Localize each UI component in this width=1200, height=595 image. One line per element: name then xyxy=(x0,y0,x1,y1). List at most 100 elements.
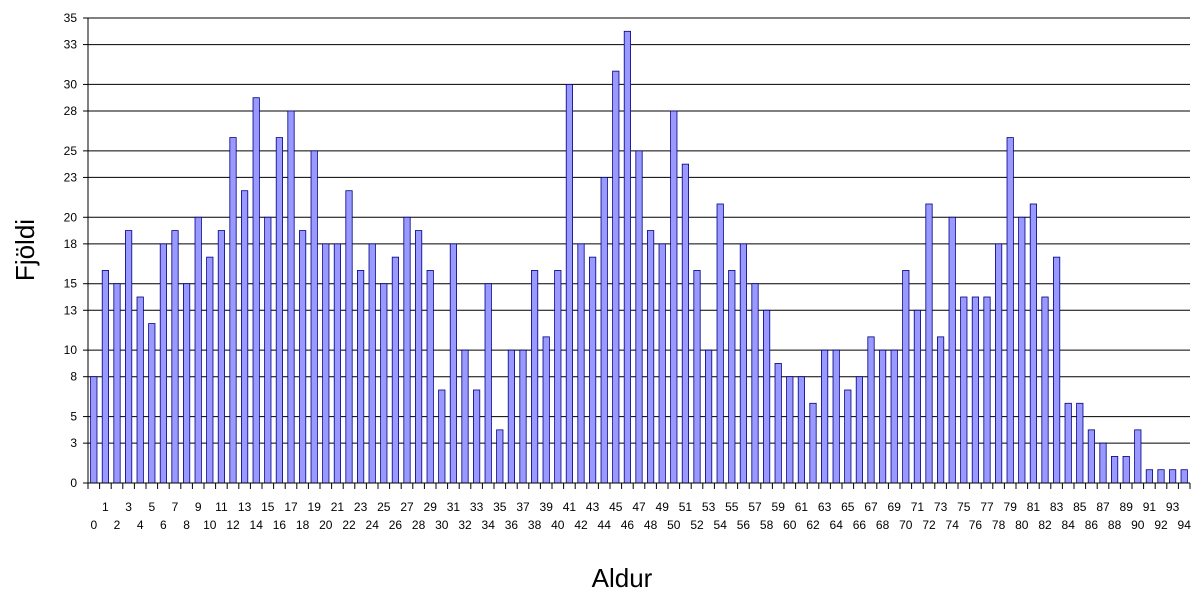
x-tick-label: 39 xyxy=(540,500,554,514)
x-tick-label: 86 xyxy=(1085,518,1099,532)
y-tick-label: 35 xyxy=(64,11,78,25)
x-tick-label: 36 xyxy=(505,518,519,532)
bar-88 xyxy=(1111,456,1119,484)
bar-57 xyxy=(751,283,759,484)
x-tick-label: 82 xyxy=(1038,518,1052,532)
bar-42 xyxy=(577,243,585,484)
x-tick-label: 78 xyxy=(992,518,1006,532)
x-tick-label: 25 xyxy=(377,500,391,514)
x-tick-label: 15 xyxy=(261,500,275,514)
x-tick-label: 68 xyxy=(876,518,890,532)
x-tick-label: 80 xyxy=(1015,518,1029,532)
x-tick-label: 52 xyxy=(690,518,704,532)
bar-79 xyxy=(1006,137,1014,484)
bar-9 xyxy=(194,216,202,484)
x-tick-label: 44 xyxy=(598,518,612,532)
bar-87 xyxy=(1099,442,1107,484)
x-tick-label: 85 xyxy=(1073,500,1087,514)
bar-77 xyxy=(983,296,991,484)
bar-70 xyxy=(902,270,910,484)
bar-73 xyxy=(937,336,945,484)
y-tick-label: 13 xyxy=(64,303,78,317)
x-tick-labels: 0123456789101112131415161718192021222324… xyxy=(90,500,1191,532)
bar-7 xyxy=(171,230,179,484)
bar-33 xyxy=(473,389,481,484)
x-tick-label: 58 xyxy=(760,518,774,532)
x-tick-label: 88 xyxy=(1108,518,1122,532)
bar-15 xyxy=(264,216,272,484)
x-tick-label: 33 xyxy=(470,500,484,514)
bar-52 xyxy=(693,270,701,484)
x-tick-label: 40 xyxy=(551,518,565,532)
bar-4 xyxy=(136,296,144,484)
y-axis-title: Fjöldi xyxy=(10,219,40,281)
x-tick-label: 46 xyxy=(621,518,635,532)
x-tick-label: 26 xyxy=(389,518,403,532)
x-tick-label: 17 xyxy=(284,500,298,514)
x-tick-label: 3 xyxy=(125,500,132,514)
x-tick-label: 31 xyxy=(447,500,461,514)
x-tick-label: 7 xyxy=(172,500,179,514)
x-tick-label: 72 xyxy=(922,518,936,532)
y-tick-label: 10 xyxy=(64,343,78,357)
bar-35 xyxy=(496,429,504,484)
x-tick-label: 43 xyxy=(586,500,600,514)
bar-5 xyxy=(148,323,156,484)
bar-91 xyxy=(1145,469,1153,484)
bar-1 xyxy=(101,270,109,484)
axes xyxy=(83,17,1191,489)
bar-28 xyxy=(415,230,423,484)
x-tick-label: 48 xyxy=(644,518,658,532)
bar-12 xyxy=(229,137,237,484)
bar-84 xyxy=(1064,402,1072,484)
bar-17 xyxy=(287,110,295,484)
bar-89 xyxy=(1122,456,1130,484)
bar-69 xyxy=(890,349,898,484)
x-tick-label: 1 xyxy=(102,500,109,514)
bar-11 xyxy=(217,230,225,484)
bar-93 xyxy=(1169,469,1177,484)
x-tick-label: 79 xyxy=(1004,500,1018,514)
bar-0 xyxy=(90,376,98,484)
x-tick-label: 10 xyxy=(203,518,217,532)
bar-83 xyxy=(1053,256,1061,484)
bar-32 xyxy=(461,349,469,484)
bar-94 xyxy=(1180,469,1188,484)
x-tick-label: 20 xyxy=(319,518,333,532)
bar-65 xyxy=(844,389,852,484)
bar-44 xyxy=(600,177,608,484)
bar-25 xyxy=(380,283,388,484)
bar-24 xyxy=(368,243,376,484)
x-tick-label: 61 xyxy=(795,500,809,514)
y-tick-label: 28 xyxy=(64,104,78,118)
x-tick-label: 35 xyxy=(493,500,507,514)
bar-71 xyxy=(913,309,921,484)
bar-20 xyxy=(322,243,330,484)
bar-75 xyxy=(960,296,968,484)
y-tick-label: 3 xyxy=(70,436,77,450)
x-tick-label: 90 xyxy=(1131,518,1145,532)
bar-29 xyxy=(426,270,434,484)
y-tick-label: 25 xyxy=(64,144,78,158)
bar-68 xyxy=(879,349,887,484)
y-tick-label: 33 xyxy=(64,38,78,52)
x-tick-label: 87 xyxy=(1096,500,1110,514)
x-tick-label: 38 xyxy=(528,518,542,532)
bar-18 xyxy=(299,230,307,484)
bars xyxy=(90,30,1188,484)
bar-37 xyxy=(519,349,527,484)
x-tick-label: 65 xyxy=(841,500,855,514)
y-tick-label: 20 xyxy=(64,210,78,224)
bar-41 xyxy=(565,84,573,484)
x-tick-label: 69 xyxy=(888,500,902,514)
bar-40 xyxy=(554,270,562,484)
bar-59 xyxy=(774,363,782,484)
x-tick-label: 83 xyxy=(1050,500,1064,514)
bar-64 xyxy=(832,349,840,484)
x-tick-label: 76 xyxy=(969,518,983,532)
x-tick-label: 47 xyxy=(632,500,646,514)
bar-31 xyxy=(449,243,457,484)
bar-45 xyxy=(612,70,620,484)
bar-39 xyxy=(542,336,550,484)
